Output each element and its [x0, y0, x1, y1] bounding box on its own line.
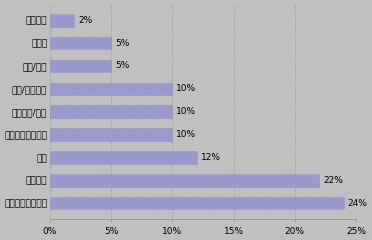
Text: 12%: 12%: [201, 153, 221, 162]
Text: 10%: 10%: [176, 130, 196, 139]
Bar: [50, 197, 344, 210]
Text: 24%: 24%: [347, 199, 367, 208]
Bar: [50, 128, 172, 141]
Bar: [50, 37, 111, 49]
Text: 5%: 5%: [115, 39, 129, 48]
Bar: [50, 60, 111, 72]
Bar: [50, 14, 74, 26]
Text: 5%: 5%: [115, 61, 129, 71]
Text: 22%: 22%: [323, 176, 343, 185]
Text: 10%: 10%: [176, 107, 196, 116]
Bar: [50, 83, 172, 95]
Bar: [50, 105, 172, 118]
Bar: [50, 151, 197, 164]
Bar: [50, 174, 319, 186]
Text: 10%: 10%: [176, 84, 196, 93]
Text: 2%: 2%: [78, 16, 92, 25]
